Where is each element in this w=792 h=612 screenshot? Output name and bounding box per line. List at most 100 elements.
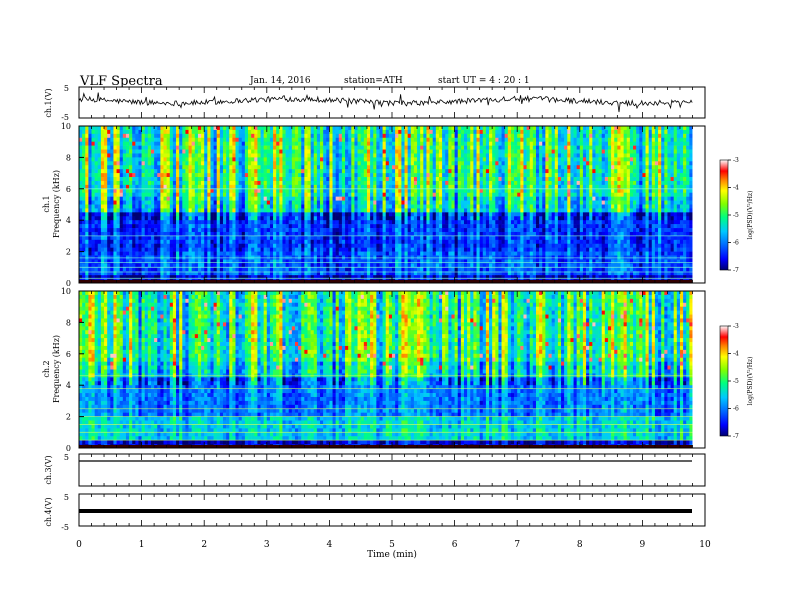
spectrogram-cell — [185, 145, 189, 150]
spectrogram-cell — [395, 169, 399, 174]
spectrogram-cell — [382, 212, 387, 217]
spectrogram-cell — [241, 129, 246, 135]
spectrogram-cell — [122, 157, 127, 162]
spectrogram-cell — [235, 165, 239, 170]
spectrogram-cell — [438, 184, 443, 190]
spectrogram-cell — [298, 153, 302, 158]
spectrogram-cell — [517, 188, 521, 194]
spectrogram-cell — [254, 141, 258, 146]
spectrogram-cell — [451, 204, 455, 209]
spectrogram-cell — [147, 216, 152, 221]
spectrogram-cell — [498, 161, 502, 166]
spectrogram-cell — [639, 208, 643, 213]
spectrogram-cell — [582, 157, 587, 162]
spectrogram-cell — [335, 188, 340, 194]
spectrogram-cell — [673, 177, 678, 182]
spectrogram-cell — [135, 180, 139, 186]
spectrogram-cell — [561, 184, 565, 190]
spectrogram-cell — [614, 137, 618, 142]
spectrogram-cell — [526, 208, 531, 213]
spectrogram-cell — [617, 220, 621, 225]
spectrogram-cell — [689, 192, 693, 197]
spectrogram-cell — [457, 220, 462, 225]
spectrogram-cell — [576, 196, 581, 201]
spectrogram-cell — [520, 165, 524, 170]
spectrogram-cell — [216, 200, 221, 205]
spectrogram-cell — [229, 184, 233, 190]
spectrogram-cell — [667, 137, 671, 142]
spectrogram-cell — [448, 173, 452, 178]
spectrogram-cell — [160, 153, 164, 158]
spectrogram-cell — [276, 173, 280, 178]
spectrogram-cell — [88, 200, 92, 205]
spectrogram-cell — [360, 196, 365, 201]
spectrogram-cell — [291, 224, 296, 229]
spectrogram-cell — [420, 161, 424, 166]
spectrogram-cell — [413, 141, 418, 146]
spectrogram-cell — [91, 200, 95, 205]
spectrogram-cell — [689, 173, 693, 178]
spectrogram-cell — [370, 169, 374, 174]
spectrogram-cell — [176, 149, 180, 154]
spectrogram-cell — [463, 180, 468, 186]
spectrogram-cell — [100, 126, 105, 131]
spectrogram-cell — [279, 188, 283, 194]
spectrogram-cell — [579, 196, 584, 201]
spectrogram-cell — [498, 169, 502, 174]
spectrogram-cell — [204, 192, 208, 197]
spectrogram-cell — [88, 184, 92, 190]
spectrogram-cell — [617, 153, 621, 158]
spectrogram-cell — [407, 177, 412, 182]
spectrogram-cell — [235, 145, 239, 150]
spectrogram-cell — [676, 196, 681, 201]
spectrogram-cell — [413, 212, 418, 217]
spectrogram-cell — [448, 126, 452, 131]
spectrogram-cell — [116, 208, 120, 213]
spectrogram-cell — [504, 165, 509, 170]
spectrogram-cell — [607, 200, 612, 205]
spectrogram-cell — [269, 141, 274, 146]
spectrogram-cell — [598, 165, 603, 170]
spectrogram-cell — [485, 137, 490, 142]
spectrogram-cell — [645, 196, 649, 201]
spectrogram-cell — [354, 157, 358, 162]
spectrogram-cell — [623, 200, 628, 205]
spectrogram-cell — [157, 137, 161, 142]
spectrogram-cell — [654, 145, 659, 150]
spectrogram-cell — [510, 145, 515, 150]
spectrogram-cell — [501, 196, 505, 201]
spectrogram-cell — [492, 220, 496, 225]
spectrogram-cell — [401, 137, 405, 142]
spectrogram-cell — [182, 153, 186, 158]
spectrogram-cell — [623, 169, 628, 174]
spectrogram-cell — [435, 208, 440, 213]
spectrogram-cell — [160, 204, 164, 209]
spectrogram-cell — [116, 165, 120, 170]
spectrogram-cell — [388, 157, 393, 162]
spectrogram-cell — [107, 145, 111, 150]
spectrogram-cell — [94, 165, 99, 170]
spectrogram-cell — [357, 188, 361, 194]
spectrogram-cell — [463, 141, 468, 146]
spectrogram-cell — [288, 141, 293, 146]
spectrogram-cell — [251, 220, 255, 225]
spectrogram-cell — [119, 216, 124, 221]
spectrogram-cell — [629, 180, 634, 186]
spectrogram-cell — [94, 224, 99, 229]
spectrogram-cell — [188, 153, 192, 158]
spectrogram-cell — [567, 220, 571, 225]
spectrogram-cell — [376, 184, 380, 190]
spectrogram-cell — [260, 224, 264, 229]
spectrogram-cell — [125, 157, 130, 162]
spectrogram-cell — [298, 161, 302, 166]
spectrogram-cell — [229, 161, 233, 166]
spectrogram-cell — [432, 149, 437, 154]
spectrogram-cell — [129, 188, 133, 194]
spectrogram-cell — [119, 204, 124, 209]
spectrogram-cell — [589, 157, 593, 162]
spectrogram-cell — [589, 145, 593, 150]
spectrogram-cell — [204, 137, 208, 142]
spectrogram-cell — [517, 180, 521, 186]
spectrogram-cell — [213, 165, 218, 170]
spectrogram-cell — [457, 196, 462, 201]
